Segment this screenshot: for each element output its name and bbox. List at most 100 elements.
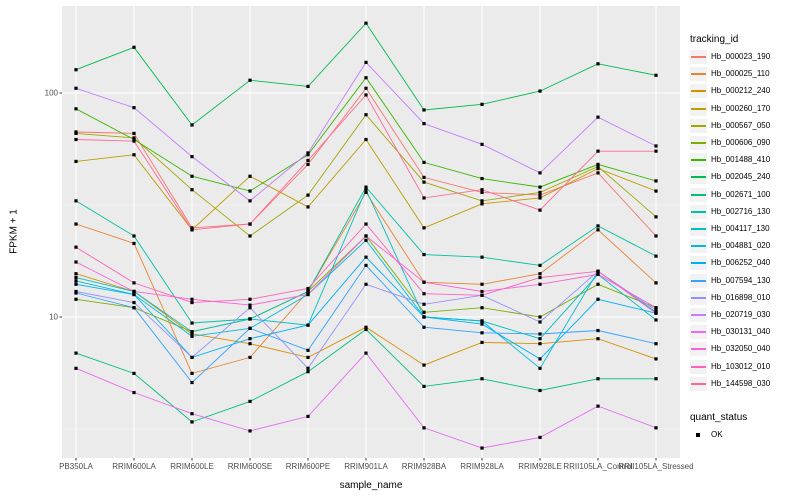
data-point — [654, 144, 658, 148]
data-point — [306, 84, 310, 89]
legend-item-label: Hb_020719_030 — [711, 310, 771, 319]
data-point — [190, 412, 194, 416]
y-axis-label-100: 100 — [44, 88, 58, 98]
data-point — [190, 380, 194, 385]
data-point — [190, 420, 194, 424]
data-point — [538, 357, 542, 361]
data-point — [654, 377, 658, 381]
data-point — [248, 306, 252, 310]
data-point — [364, 351, 368, 355]
data-point — [132, 139, 136, 143]
data-point — [654, 234, 658, 238]
data-point — [654, 426, 658, 430]
data-point — [480, 293, 484, 297]
data-point — [538, 185, 542, 189]
data-point — [422, 122, 426, 126]
data-point — [190, 155, 194, 159]
data-point — [74, 86, 78, 90]
data-point — [538, 337, 542, 341]
legend-key-line — [691, 159, 706, 162]
legend-key-swatch — [690, 376, 707, 391]
data-point — [538, 193, 542, 197]
data-point — [654, 342, 658, 346]
data-point — [422, 196, 426, 200]
data-point — [74, 351, 78, 355]
data-point — [480, 202, 484, 206]
data-point — [422, 175, 426, 179]
data-point — [480, 282, 484, 286]
data-point — [364, 86, 368, 90]
legend-key-swatch — [690, 101, 707, 116]
data-point — [538, 320, 542, 324]
data-point — [132, 153, 136, 157]
x-axis-label-RRIM928LA: RRIM928LA — [460, 462, 504, 471]
data-point — [654, 306, 658, 310]
data-point — [654, 149, 658, 153]
legend-item-label: Hb_002716_130 — [711, 206, 771, 216]
data-point — [190, 334, 194, 338]
data-point — [596, 228, 600, 232]
data-point — [306, 193, 310, 197]
legend-item-label: Hb_032050_040 — [711, 344, 771, 354]
data-point — [132, 390, 136, 395]
legend-item-label: Hb_000567_050 — [711, 120, 771, 130]
data-point — [538, 388, 542, 393]
data-point — [74, 297, 78, 301]
legend-key-line — [691, 348, 706, 351]
data-point — [596, 115, 600, 119]
data-point — [480, 306, 484, 310]
y-axis-title: FPKM + 1 — [8, 209, 20, 254]
legend-item-label: Hb_006252_040 — [711, 258, 771, 268]
legend-key-line — [691, 382, 706, 385]
data-point — [538, 190, 542, 194]
data-point — [132, 300, 136, 305]
data-point — [538, 282, 542, 286]
data-point — [596, 162, 600, 167]
legend-key-swatch — [690, 67, 707, 82]
legend-item-label: Hb_000023_190 — [711, 52, 771, 61]
x-axis-label-RRIM928BA: RRIM928BA — [401, 462, 447, 471]
data-point — [248, 297, 252, 301]
data-point — [306, 286, 310, 291]
legend-key-swatch — [690, 428, 707, 442]
data-point — [422, 325, 426, 329]
data-point — [74, 272, 78, 276]
data-point — [480, 446, 484, 450]
data-point — [248, 337, 252, 341]
data-point — [538, 342, 542, 346]
data-point — [190, 330, 194, 334]
data-point — [480, 102, 484, 106]
legend-title-quant-status: quant_status — [690, 412, 748, 423]
data-point — [596, 62, 600, 66]
data-point — [422, 302, 426, 306]
data-point — [538, 263, 542, 267]
data-point — [596, 166, 600, 171]
legend-key-line — [691, 124, 706, 127]
data-point — [654, 318, 658, 322]
data-point — [190, 174, 194, 178]
data-point — [538, 315, 542, 319]
legend-key-line — [691, 210, 706, 213]
data-point — [306, 151, 310, 155]
legend-item-label: Hb_000260_170 — [711, 103, 771, 113]
data-point — [364, 21, 368, 25]
data-point — [190, 123, 194, 127]
data-point — [422, 384, 426, 388]
data-point — [596, 297, 600, 301]
data-point — [538, 332, 542, 336]
data-point — [422, 180, 426, 184]
data-point — [422, 280, 426, 284]
legend-key-square — [696, 433, 700, 437]
data-point — [538, 89, 542, 93]
x-axis-label-RRIM901LA: RRIM901LA — [344, 462, 388, 471]
x-axis-label-PB350LA: PB350LA — [59, 462, 93, 471]
data-point — [480, 322, 484, 326]
data-point — [74, 68, 78, 72]
data-point — [190, 300, 194, 305]
data-point — [74, 289, 78, 294]
data-point — [596, 404, 600, 408]
legend-key-swatch — [690, 84, 707, 99]
data-point — [132, 131, 136, 136]
data-point — [596, 272, 600, 276]
legend-item-label: Hb_002671_100 — [711, 189, 771, 199]
